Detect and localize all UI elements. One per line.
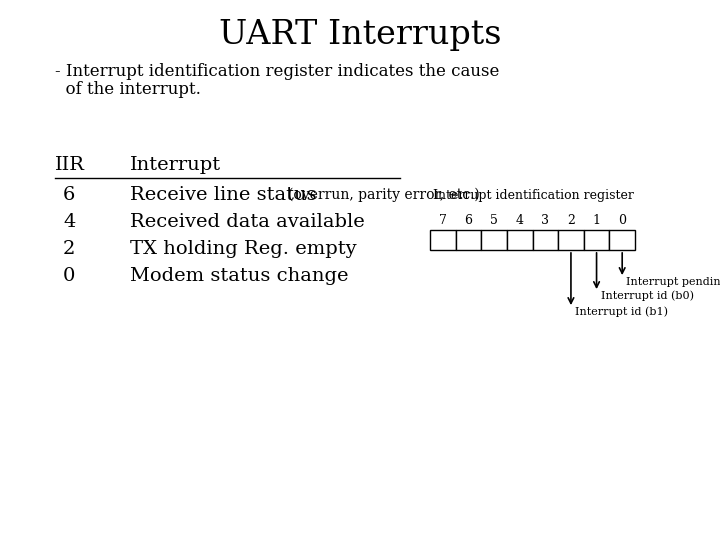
Bar <box>584 230 609 250</box>
Text: 6: 6 <box>63 186 76 204</box>
Text: Interrupt identification register: Interrupt identification register <box>433 188 634 201</box>
Text: Interrupt id (b0): Interrupt id (b0) <box>600 291 693 301</box>
Text: 7: 7 <box>439 213 446 226</box>
Text: - Interrupt identification register indicates the cause: - Interrupt identification register indi… <box>55 64 500 80</box>
Text: 4: 4 <box>516 213 523 226</box>
Bar <box>609 230 635 250</box>
Text: 0: 0 <box>63 267 76 285</box>
Bar <box>507 230 533 250</box>
Text: 2: 2 <box>63 240 76 258</box>
Text: Modem status change: Modem status change <box>130 267 348 285</box>
Text: 3: 3 <box>541 213 549 226</box>
Text: TX holding Reg. empty: TX holding Reg. empty <box>130 240 356 258</box>
Text: 0: 0 <box>618 213 626 226</box>
Text: of the interrupt.: of the interrupt. <box>55 82 201 98</box>
Text: 6: 6 <box>464 213 472 226</box>
Bar <box>558 230 584 250</box>
Text: UART Interrupts: UART Interrupts <box>219 19 501 51</box>
Text: 5: 5 <box>490 213 498 226</box>
Text: Interrupt pending: Interrupt pending <box>626 277 720 287</box>
Text: 2: 2 <box>567 213 575 226</box>
Bar <box>430 230 456 250</box>
Text: Received data available: Received data available <box>130 213 365 231</box>
Text: IIR: IIR <box>55 156 85 174</box>
Text: 1: 1 <box>593 213 600 226</box>
Bar <box>456 230 481 250</box>
Bar <box>533 230 558 250</box>
Bar <box>481 230 507 250</box>
Text: 4: 4 <box>63 213 76 231</box>
Text: Interrupt id (b1): Interrupt id (b1) <box>575 307 668 318</box>
Text: (overrun, parity error, etc.): (overrun, parity error, etc.) <box>288 188 480 202</box>
Text: Interrupt: Interrupt <box>130 156 221 174</box>
Text: Receive line status: Receive line status <box>130 186 323 204</box>
